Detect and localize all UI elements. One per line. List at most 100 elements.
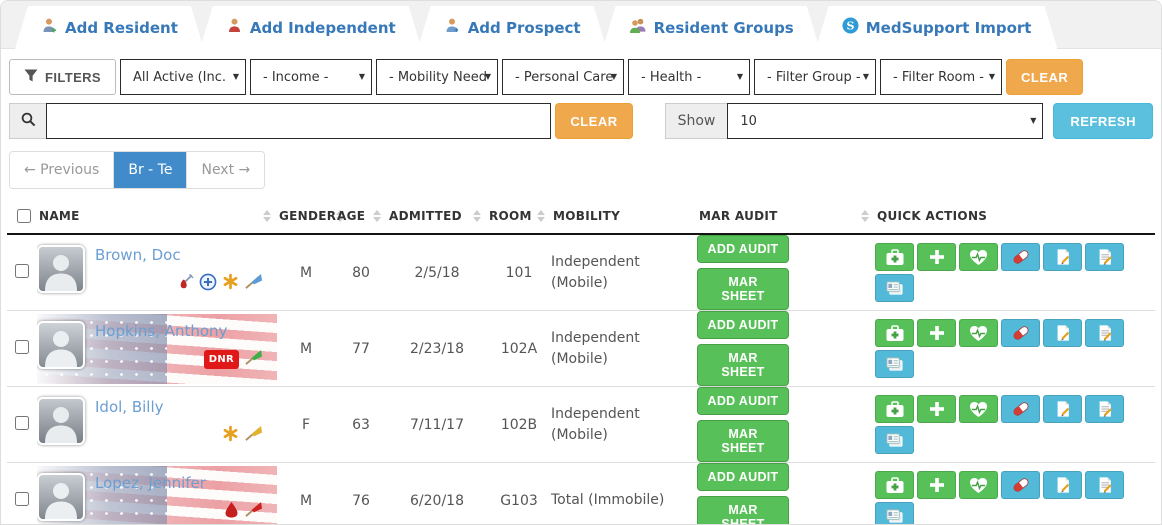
- medkit-icon[interactable]: [875, 471, 914, 499]
- resident-photo[interactable]: [37, 472, 85, 521]
- tab-add-prospect[interactable]: Add Prospect: [418, 6, 607, 49]
- mar-sheet-button[interactable]: MAR SHEET: [697, 268, 789, 310]
- resident-name-link[interactable]: Idol, Billy: [95, 397, 164, 416]
- mar-sheet-button[interactable]: MAR SHEET: [697, 496, 789, 524]
- tab-add-independent[interactable]: Add Independent: [200, 6, 422, 49]
- resident-name-link[interactable]: Lopez, Jennifer: [95, 473, 206, 492]
- note-edit-icon[interactable]: [1043, 319, 1082, 347]
- sort-icon[interactable]: [537, 210, 545, 222]
- filter-group-dropdown[interactable]: - Filter Group -: [754, 59, 876, 95]
- sort-icon[interactable]: [473, 210, 481, 222]
- asterisk-icon[interactable]: [222, 425, 239, 446]
- sort-icon[interactable]: [263, 210, 271, 222]
- dnr-badge[interactable]: DNR: [203, 349, 239, 369]
- header-mobility[interactable]: MOBILITY: [551, 209, 697, 223]
- note-edit-icon[interactable]: [1043, 243, 1082, 271]
- medication-pill-icon[interactable]: [1001, 319, 1040, 347]
- plus-circle-icon[interactable]: [199, 273, 217, 295]
- svg-text:S: S: [846, 19, 854, 32]
- filter-room-dropdown[interactable]: - Filter Room -: [880, 59, 1002, 95]
- tab-add-resident[interactable]: Add Resident: [15, 6, 204, 49]
- search-row: CLEAR Show 10 REFRESH: [9, 103, 1153, 139]
- medication-pill-icon[interactable]: [1001, 471, 1040, 499]
- report-edit-icon[interactable]: [1085, 471, 1124, 499]
- green-flag-icon[interactable]: [244, 349, 263, 370]
- medkit-icon[interactable]: [875, 395, 914, 423]
- resident-name-link[interactable]: Brown, Doc: [95, 245, 181, 264]
- vitals-heart-icon[interactable]: [959, 319, 998, 347]
- blue-flag-icon[interactable]: [244, 273, 263, 294]
- filter-status-dropdown[interactable]: All Active (Inc.: [120, 59, 246, 95]
- vitals-heart-icon[interactable]: [959, 395, 998, 423]
- add-audit-button[interactable]: ADD AUDIT: [697, 463, 789, 491]
- filters-clear-button[interactable]: CLEAR: [1006, 59, 1084, 95]
- add-icon[interactable]: [917, 243, 956, 271]
- current-page-range[interactable]: Br - Te: [114, 152, 188, 188]
- refresh-button[interactable]: REFRESH: [1053, 103, 1153, 139]
- resident-photo[interactable]: [37, 244, 85, 293]
- dropdown-value: - Filter Group -: [767, 69, 861, 85]
- filter-mobility-dropdown[interactable]: - Mobility Need: [376, 59, 498, 95]
- header-mar-audit[interactable]: MAR AUDIT: [697, 209, 875, 223]
- select-all-checkbox[interactable]: [17, 209, 31, 223]
- gold-flag-icon[interactable]: [244, 425, 263, 446]
- add-icon[interactable]: [917, 395, 956, 423]
- previous-page-button[interactable]: ← Previous: [10, 152, 115, 188]
- header-room[interactable]: ROOM: [487, 209, 551, 223]
- note-edit-icon[interactable]: [1043, 471, 1082, 499]
- note-edit-icon[interactable]: [1043, 395, 1082, 423]
- add-audit-button[interactable]: ADD AUDIT: [697, 311, 789, 339]
- header-age[interactable]: AGE: [335, 209, 387, 223]
- add-icon[interactable]: [917, 319, 956, 347]
- resident-photo[interactable]: [37, 396, 85, 445]
- report-edit-icon[interactable]: [1085, 395, 1124, 423]
- medkit-icon[interactable]: [875, 243, 914, 271]
- row-checkbox[interactable]: [15, 264, 29, 278]
- filter-health-dropdown[interactable]: - Health -: [628, 59, 750, 95]
- medkit-icon[interactable]: [875, 319, 914, 347]
- asterisk-icon[interactable]: [222, 273, 239, 294]
- medication-pill-icon[interactable]: [1001, 395, 1040, 423]
- sort-icon[interactable]: [861, 210, 869, 222]
- id-cards-icon[interactable]: [875, 502, 914, 524]
- resident-name-link[interactable]: Hopkins, Anthony: [95, 321, 228, 340]
- search-clear-button[interactable]: CLEAR: [555, 103, 633, 139]
- mar-sheet-button[interactable]: MAR SHEET: [697, 344, 789, 386]
- add-audit-button[interactable]: ADD AUDIT: [697, 387, 789, 415]
- next-page-button[interactable]: Next →: [187, 152, 265, 188]
- report-edit-icon[interactable]: [1085, 243, 1124, 271]
- row-checkbox[interactable]: [15, 340, 29, 354]
- page-size-select[interactable]: 10: [727, 103, 1044, 139]
- medication-pill-icon[interactable]: [1001, 243, 1040, 271]
- tab-medsupport-import[interactable]: S MedSupport Import: [816, 6, 1058, 49]
- vitals-heart-icon[interactable]: [959, 243, 998, 271]
- table-header-row: NAME GENDER AGE ADMITTED ROOM MOBILITY M…: [7, 203, 1155, 235]
- id-cards-icon[interactable]: [875, 274, 914, 302]
- header-admitted[interactable]: ADMITTED: [387, 209, 487, 223]
- filter-personal-care-dropdown[interactable]: - Personal Care: [502, 59, 624, 95]
- blood-drop-icon[interactable]: [224, 501, 239, 522]
- id-cards-icon[interactable]: [875, 350, 914, 378]
- quick-actions-cell: [875, 315, 1133, 382]
- header-name[interactable]: NAME: [37, 209, 277, 223]
- search-input[interactable]: [46, 103, 552, 139]
- row-checkbox[interactable]: [15, 416, 29, 430]
- vitals-heart-icon[interactable]: [959, 471, 998, 499]
- filters-button[interactable]: FILTERS: [9, 59, 116, 95]
- id-cards-icon[interactable]: [875, 426, 914, 454]
- mar-sheet-button[interactable]: MAR SHEET: [697, 420, 789, 462]
- filter-income-dropdown[interactable]: - Income -: [250, 59, 372, 95]
- header-quick-actions[interactable]: QUICK ACTIONS: [875, 209, 1155, 223]
- header-gender[interactable]: GENDER: [277, 209, 345, 223]
- row-checkbox[interactable]: [15, 492, 29, 506]
- gender-cell: M: [299, 492, 313, 509]
- add-icon[interactable]: [917, 471, 956, 499]
- resident-photo[interactable]: [37, 320, 85, 369]
- report-edit-icon[interactable]: [1085, 319, 1124, 347]
- red-flag-icon[interactable]: [244, 501, 263, 522]
- sort-icon[interactable]: [336, 210, 345, 222]
- syringe-icon[interactable]: [176, 273, 194, 295]
- tab-resident-groups[interactable]: Resident Groups: [603, 6, 820, 49]
- add-audit-button[interactable]: ADD AUDIT: [697, 235, 789, 263]
- sort-icon[interactable]: [373, 210, 381, 222]
